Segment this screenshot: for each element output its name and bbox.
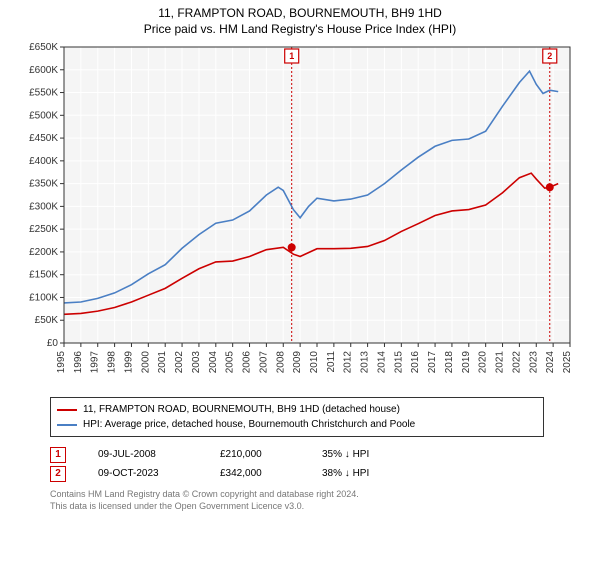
svg-text:2018: 2018 — [444, 351, 455, 374]
svg-text:£600K: £600K — [29, 65, 58, 76]
svg-text:£650K: £650K — [29, 42, 58, 53]
svg-text:£550K: £550K — [29, 88, 58, 99]
svg-text:2015: 2015 — [393, 351, 404, 374]
svg-text:2009: 2009 — [292, 351, 303, 374]
legend-label-property: 11, FRAMPTON ROAD, BOURNEMOUTH, BH9 1HD … — [83, 402, 400, 417]
svg-text:2000: 2000 — [140, 351, 151, 374]
svg-text:2023: 2023 — [528, 351, 539, 374]
svg-text:£450K: £450K — [29, 133, 58, 144]
svg-text:2019: 2019 — [461, 351, 472, 374]
chart-title: 11, FRAMPTON ROAD, BOURNEMOUTH, BH9 1HD … — [0, 6, 600, 37]
footnote-line-2: This data is licensed under the Open Gov… — [50, 501, 540, 513]
sale-delta: 35% ↓ HPI — [322, 445, 369, 464]
svg-text:1998: 1998 — [107, 351, 118, 374]
svg-text:2010: 2010 — [309, 351, 320, 374]
sale-marker-2: 2 — [50, 466, 66, 482]
footnote-line-1: Contains HM Land Registry data © Crown c… — [50, 489, 540, 501]
svg-text:2007: 2007 — [258, 351, 269, 374]
svg-text:1995: 1995 — [56, 351, 67, 374]
svg-text:2004: 2004 — [208, 351, 219, 374]
svg-text:2: 2 — [547, 51, 552, 61]
svg-text:2008: 2008 — [275, 351, 286, 374]
svg-text:2006: 2006 — [242, 351, 253, 374]
sale-row-2: 2 09-OCT-2023 £342,000 38% ↓ HPI — [50, 464, 540, 483]
title-line-1: 11, FRAMPTON ROAD, BOURNEMOUTH, BH9 1HD — [0, 6, 600, 22]
svg-text:2003: 2003 — [191, 351, 202, 374]
svg-text:2002: 2002 — [174, 351, 185, 374]
sale-marker-1: 1 — [50, 447, 66, 463]
sale-date: 09-OCT-2023 — [98, 464, 188, 483]
svg-text:1999: 1999 — [123, 351, 134, 374]
svg-text:£350K: £350K — [29, 179, 58, 190]
svg-text:£400K: £400K — [29, 156, 58, 167]
svg-text:2011: 2011 — [326, 351, 337, 373]
sale-date: 09-JUL-2008 — [98, 445, 188, 464]
svg-text:£300K: £300K — [29, 202, 58, 213]
svg-text:£0: £0 — [47, 338, 59, 349]
svg-text:£200K: £200K — [29, 247, 58, 258]
svg-text:2016: 2016 — [410, 351, 421, 374]
svg-text:2021: 2021 — [495, 351, 506, 374]
sales-table: 1 09-JUL-2008 £210,000 35% ↓ HPI 2 09-OC… — [50, 445, 540, 483]
svg-text:2017: 2017 — [427, 351, 438, 374]
sale-price: £210,000 — [220, 445, 290, 464]
chart-svg: £0 £50K £100K £150K £200K £250K £300K £350K £400… — [20, 41, 580, 391]
svg-text:£500K: £500K — [29, 110, 58, 121]
svg-text:2024: 2024 — [545, 351, 556, 374]
footnote: Contains HM Land Registry data © Crown c… — [50, 489, 540, 512]
svg-text:2022: 2022 — [511, 351, 522, 374]
svg-text:1997: 1997 — [90, 351, 101, 374]
svg-text:2014: 2014 — [376, 351, 387, 374]
sale-price: £342,000 — [220, 464, 290, 483]
legend-item-property: 11, FRAMPTON ROAD, BOURNEMOUTH, BH9 1HD … — [57, 402, 537, 417]
svg-text:2013: 2013 — [360, 351, 371, 374]
legend-swatch-property — [57, 409, 77, 411]
svg-text:2001: 2001 — [157, 351, 168, 374]
svg-text:2020: 2020 — [478, 351, 489, 374]
svg-text:1: 1 — [289, 51, 294, 61]
svg-text:£50K: £50K — [35, 315, 59, 326]
svg-text:2025: 2025 — [562, 351, 573, 374]
legend: 11, FRAMPTON ROAD, BOURNEMOUTH, BH9 1HD … — [50, 397, 544, 437]
price-chart: £0 £50K £100K £150K £200K £250K £300K £350K £400… — [20, 41, 580, 391]
svg-text:£250K: £250K — [29, 224, 58, 235]
svg-text:2012: 2012 — [343, 351, 354, 374]
legend-item-hpi: HPI: Average price, detached house, Bour… — [57, 417, 537, 432]
title-line-2: Price paid vs. HM Land Registry's House … — [0, 22, 600, 38]
svg-text:2005: 2005 — [225, 351, 236, 374]
legend-label-hpi: HPI: Average price, detached house, Bour… — [83, 417, 415, 432]
svg-text:£100K: £100K — [29, 293, 58, 304]
sale-delta: 38% ↓ HPI — [322, 464, 369, 483]
svg-text:1996: 1996 — [73, 351, 84, 374]
legend-swatch-hpi — [57, 424, 77, 426]
svg-text:£150K: £150K — [29, 270, 58, 281]
sale-row-1: 1 09-JUL-2008 £210,000 35% ↓ HPI — [50, 445, 540, 464]
